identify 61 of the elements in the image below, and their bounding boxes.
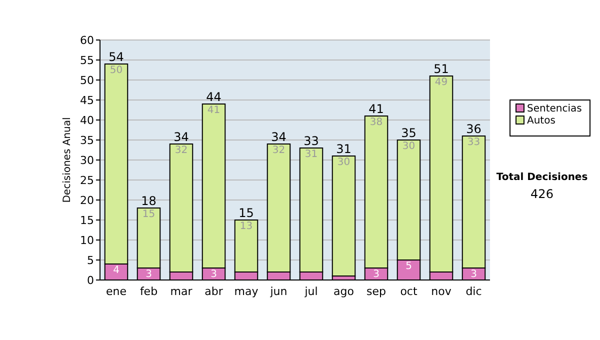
data-label: 4	[113, 265, 120, 276]
data-label: 33	[467, 137, 480, 148]
total-label: 15	[238, 206, 254, 220]
legend-label: Autos	[527, 116, 556, 126]
y-tick-label: 0	[87, 274, 94, 287]
x-tick-label: jun	[269, 285, 288, 298]
data-label: 38	[370, 117, 383, 128]
total-label: 34	[174, 130, 189, 144]
total-label: 44	[206, 90, 222, 104]
data-label: 30	[337, 157, 350, 168]
x-tick-label: may	[234, 285, 259, 298]
data-label: 3	[210, 269, 217, 280]
data-label: 32	[272, 145, 286, 156]
y-axis-title: Decisiones Anual	[62, 117, 73, 203]
x-tick-label: oct	[400, 285, 418, 298]
y-tick-label: 10	[80, 234, 94, 247]
text: 426	[530, 187, 554, 201]
y-tick-label: 50	[80, 74, 94, 87]
x-tick-label: sep	[366, 285, 386, 298]
y-tick-label: 15	[80, 214, 94, 227]
x-tick-label: ago	[334, 285, 354, 298]
data-label: 49	[434, 77, 448, 88]
legend-label: Sentencias	[527, 104, 582, 114]
y-tick-label: 40	[80, 114, 94, 127]
x-tick-label: mar	[170, 285, 193, 298]
total-label: 18	[141, 194, 156, 208]
y-tick-label: 25	[80, 174, 94, 187]
x-tick-label: abr	[204, 285, 224, 298]
total-label: 34	[271, 130, 286, 144]
total-label: 31	[336, 142, 352, 156]
y-tick-label: 5	[87, 254, 94, 267]
data-label: 3	[373, 269, 380, 280]
total-label: 33	[304, 134, 319, 148]
data-label: 3	[470, 269, 477, 280]
data-label: 13	[240, 221, 253, 232]
data-label: 32	[174, 145, 188, 156]
y-tick-label: 60	[80, 34, 94, 47]
x-tick-label: jul	[304, 285, 318, 298]
y-tick-label: 35	[80, 134, 94, 147]
y-tick-label: 55	[80, 54, 94, 67]
x-tick-label: nov	[431, 285, 452, 298]
data-label: 5	[406, 261, 412, 272]
data-label: 30	[402, 141, 416, 152]
data-label: 15	[142, 209, 156, 220]
data-label: 31	[304, 149, 318, 160]
y-tick-label: 30	[80, 154, 94, 167]
total-label: 36	[466, 122, 482, 136]
total-label: 54	[108, 50, 124, 64]
total-label: 35	[401, 126, 416, 140]
bar	[332, 156, 356, 276]
x-tick-label: dic	[466, 285, 482, 298]
data-label: 41	[207, 105, 220, 116]
y-tick-label: 20	[80, 194, 94, 207]
text: Total Decisiones	[496, 172, 588, 183]
y-tick-label: 45	[80, 94, 94, 107]
x-tick-label: feb	[140, 285, 158, 298]
total-label: 41	[368, 102, 384, 116]
total-label: 51	[434, 62, 449, 76]
data-label: 3	[146, 269, 152, 280]
data-label: 50	[110, 65, 123, 76]
x-tick-label: ene	[106, 285, 127, 298]
